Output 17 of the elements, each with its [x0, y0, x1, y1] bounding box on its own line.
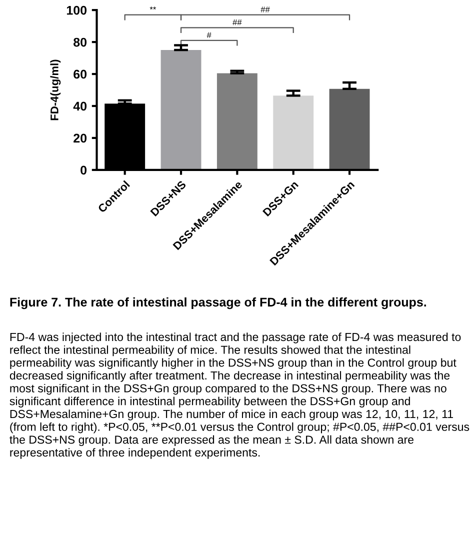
annotation: # — [206, 32, 212, 38]
y-tick-label: 20 — [74, 134, 87, 143]
text: ** — [150, 6, 156, 10]
bar — [216, 73, 258, 170]
y-tick-label: 80 — [74, 38, 87, 47]
y-tick-label: 100 — [66, 6, 87, 15]
annotation: ## — [232, 19, 242, 26]
y-tick-label: 40 — [73, 102, 87, 111]
annotation: ## — [260, 6, 270, 12]
bar — [329, 88, 370, 170]
bar — [160, 50, 202, 170]
text: Figure 7. The rate of intestinal passage of FD-4 in the different groups. — [10, 297, 426, 310]
bar — [273, 96, 314, 170]
text: FD-4 was injected into the intestinal tract and the passage rate of FD-4 was measured to reflect the intestinal permeability of mice. The results showed that the intestinal permeability was significantly higher in the DSS+NS group than in the Control group but decreased significantly after treatment. The decrease in intestinal permeability was the most significant in the DSS+Gn group compared to the DSS+NS group. There was no significant difference in intestinal permeability between the DSS+Gn group and DSS+Mesalamine+Gn group. The number of mice in each group was 12, 10, 11, 12, 11 (from left to right). *P<0.05, **P<0.01 versus the Control group; #P<0.05, ##P<0.01 versus the DSS+NS group. Data are expressed as the mean ± S.D. All data shown are representative of three independent experiments. — [10, 332, 470, 459]
y-tick-label: 0 — [80, 166, 87, 175]
y-axis-title: FD-4(ug/ml) — [50, 60, 61, 120]
y-tick-label: 60 — [74, 70, 87, 79]
